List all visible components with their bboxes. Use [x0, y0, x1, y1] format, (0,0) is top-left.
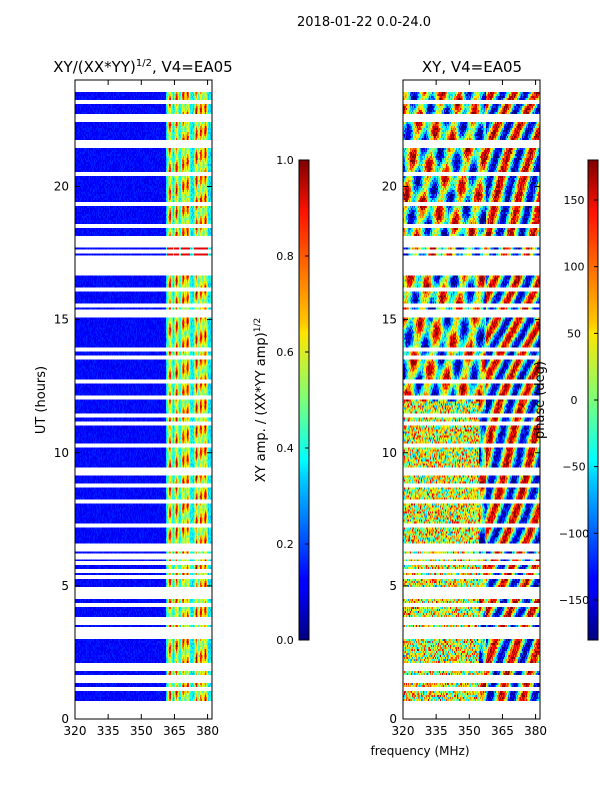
amplitude-ytick-label: 20 — [54, 180, 69, 194]
figure-suptitle: 2018-01-22 0.0-24.0 — [297, 15, 431, 30]
phase-xtick-label: 335 — [425, 724, 448, 738]
amplitude-colorbar-label: XY amp. / (XX*YY amp)1/2 — [253, 318, 269, 482]
amplitude-axes-frame — [74, 79, 213, 720]
phase-colorbar-ticks: −150 −100 −50 0 50 100 150 — [559, 194, 598, 607]
phase-colorbar-tick-label: 100 — [564, 261, 585, 274]
amplitude-colorbar-tick-label: 0.2 — [276, 538, 294, 551]
phase-panel: XY, V4=EA05 320 335 350 365 380 0 5 10 15 20 — [382, 58, 547, 738]
phase-ytick-label: 5 — [389, 579, 397, 593]
phase-xtick-label: 365 — [491, 724, 514, 738]
phase-axes-frame — [402, 79, 541, 720]
shared-xlabel: frequency (MHz) — [370, 744, 469, 758]
phase-colorbar-label: phase (deg) — [533, 361, 548, 439]
amplitude-colorbar: 0.0 0.2 0.4 0.6 0.8 1.0 XY amp. / (XX*YY amp)… — [253, 154, 310, 647]
amplitude-colorbar-ticks: 0.0 0.2 0.4 0.6 0.8 1.0 — [276, 154, 309, 647]
phase-xtick-label: 320 — [392, 724, 415, 738]
phase-panel-title: XY, V4=EA05 — [422, 58, 522, 76]
phase-colorbar-tick-label: −100 — [559, 527, 589, 540]
amplitude-ytick-label: 10 — [54, 446, 69, 460]
phase-ytick-label: 0 — [389, 712, 397, 726]
amplitude-xtick-label: 350 — [130, 724, 153, 738]
amplitude-panel: XY/(XX*YY)1/2, V4=EA05 320 335 350 365 380 0 5… — [34, 58, 233, 738]
phase-colorbar-tick-label: −150 — [559, 594, 589, 607]
amplitude-ytick-label: 0 — [61, 712, 69, 726]
phase-xtick-label: 350 — [458, 724, 481, 738]
phase-ytick-label: 15 — [382, 313, 397, 327]
amplitude-colorbar-tick-label: 0.8 — [276, 250, 294, 263]
phase-ytick-label: 10 — [382, 446, 397, 460]
phase-colorbar-tick-label: 50 — [567, 327, 581, 340]
amplitude-colorbar-tick-label: 0.0 — [276, 634, 294, 647]
amplitude-colorbar-tick-label: 0.4 — [276, 442, 294, 455]
amplitude-heatmap — [75, 80, 212, 719]
amplitude-xtick-label: 365 — [163, 724, 186, 738]
amplitude-xtick-label: 380 — [196, 724, 219, 738]
amplitude-ylabel: UT (hours) — [34, 366, 49, 434]
phase-ytick-label: 20 — [382, 180, 397, 194]
phase-colorbar-tick-label: 0 — [571, 394, 578, 407]
amplitude-xtick-label: 335 — [97, 724, 120, 738]
amplitude-ytick-label: 15 — [54, 313, 69, 327]
phase-xtick-label: 380 — [524, 724, 547, 738]
phase-axis-ticks: 320 335 350 365 380 0 5 10 15 20 — [382, 80, 547, 738]
amplitude-colorbar-tick-label: 1.0 — [276, 154, 294, 167]
amplitude-axis-ticks: 320 335 350 365 380 0 5 10 15 20 — [54, 80, 219, 738]
amplitude-colorbar-gradient — [298, 159, 310, 641]
phase-colorbar: −150 −100 −50 0 50 100 150 phase (deg) — [533, 159, 599, 641]
phase-colorbar-tick-label: 150 — [564, 194, 585, 207]
phase-heatmap — [403, 80, 540, 719]
amplitude-colorbar-tick-label: 0.6 — [276, 346, 294, 359]
phase-colorbar-tick-label: −50 — [562, 461, 585, 474]
amplitude-panel-title: XY/(XX*YY)1/2, V4=EA05 — [53, 58, 232, 76]
amplitude-ytick-label: 5 — [61, 579, 69, 593]
amplitude-xtick-label: 320 — [64, 724, 87, 738]
